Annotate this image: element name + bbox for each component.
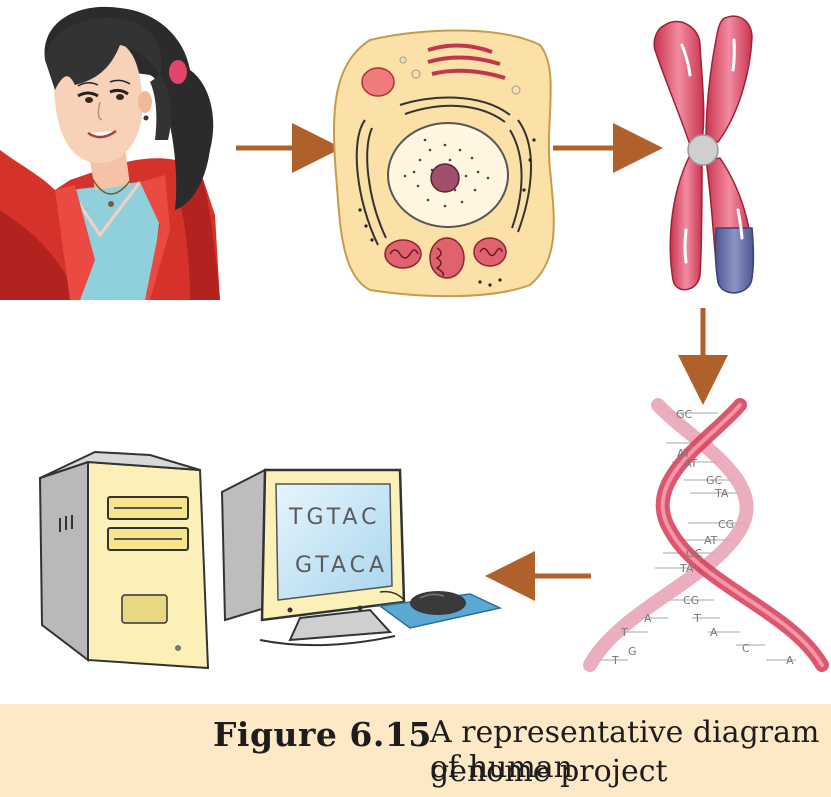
figure-label: Figure 6.15 [213,715,432,754]
dna-base-label: A [710,626,718,639]
chromosome-figure [653,15,755,294]
dna-pair-label: AT [684,457,698,470]
dna-pair-label: AT [704,534,718,547]
nucleus-dots [403,138,490,208]
caption-text-line2: genome project [430,754,668,789]
computer-figure: TGTAC GTACA [38,450,503,670]
dna-pair-label: GC [676,408,693,421]
dna-base-label: T [693,612,701,625]
dna-base-label: G [628,645,637,658]
dna-base-label: A [644,612,652,625]
dna-pair-label: CG [683,594,699,607]
dna-pair-label: CG [718,518,734,531]
dna-figure: GC AT AT GC TA CG AT GC TA CG A T T A G [583,398,829,672]
caption-box [0,704,831,797]
dna-base-label: A [786,654,794,667]
nucleolus [430,163,460,193]
cell-figure [333,29,555,298]
screen-text-line1: TGTAC [288,505,380,530]
centromere [687,134,719,166]
dna-base-label: T [611,654,619,667]
caption-text-line1: A representative diagram of human [430,715,820,785]
dna-pair-label: GC [686,547,703,560]
screen-text-line2: GTACA [295,553,388,578]
dna-pair-label: TA [679,562,694,575]
genome-diagram: GC AT AT GC TA CG AT GC TA CG A T T A G [0,6,829,672]
dna-pair-label: AT [677,447,691,460]
dna-pair-label: TA [714,487,729,500]
girl-figure [0,6,220,300]
dna-pair-label: GC [706,474,723,487]
dna-base-label: C [742,642,750,655]
dna-base-label: T [620,626,628,639]
